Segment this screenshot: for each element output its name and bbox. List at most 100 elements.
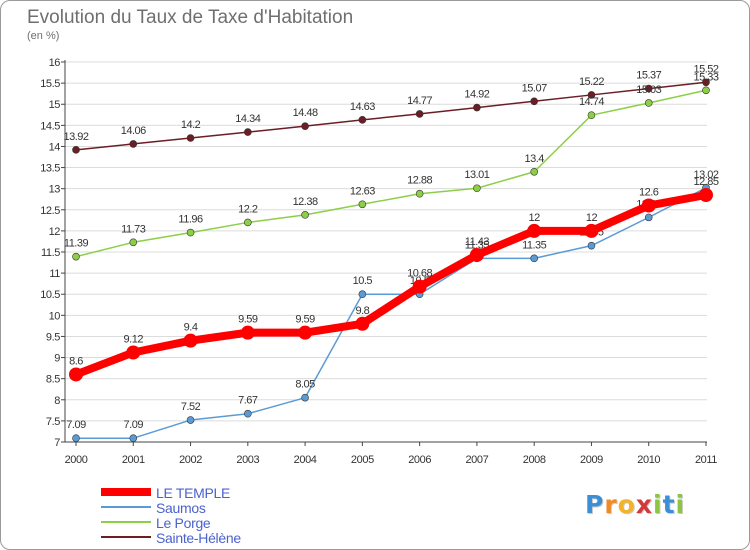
data-label: 9.59 — [295, 314, 315, 326]
data-label: 13.92 — [63, 131, 88, 143]
data-label: 12 — [529, 212, 541, 224]
data-point — [244, 128, 252, 136]
data-label: 13.02 — [693, 169, 718, 181]
series-line — [75, 81, 707, 151]
data-label: 7.67 — [238, 395, 258, 407]
x-tick-label: 2010 — [637, 454, 660, 466]
data-label: 14.74 — [579, 96, 604, 108]
data-point — [702, 86, 710, 95]
data-label: 11.96 — [178, 214, 203, 226]
legend-swatch — [101, 521, 151, 523]
data-point — [587, 91, 596, 99]
legend-swatch — [101, 488, 151, 496]
logo-letter: i — [675, 490, 686, 519]
data-point — [301, 211, 309, 219]
data-point — [641, 198, 656, 213]
x-tick-label: 2006 — [408, 454, 431, 466]
data-label: 12.6 — [639, 187, 659, 199]
data-point — [72, 434, 80, 443]
data-label: 15.37 — [636, 70, 661, 82]
proxiti-logo: Proxiti — [585, 490, 685, 519]
y-tick-label: 15 — [49, 99, 61, 111]
data-point — [527, 223, 542, 238]
data-label: 9.59 — [238, 314, 258, 326]
data-label: 11.39 — [64, 238, 89, 250]
series-le-porge: 11.39 11.73 11.96 12.2 12.38 12.63 12.88 13.01 1… — [64, 71, 719, 261]
x-tick-label: 2005 — [351, 454, 374, 466]
y-tick-label: 10.5 — [40, 289, 60, 301]
logo-letter: i — [653, 490, 663, 519]
x-tick-label: 2002 — [179, 454, 202, 466]
data-label: 14.63 — [350, 101, 375, 113]
data-point — [644, 213, 653, 222]
data-label: 12.63 — [350, 185, 375, 197]
logo-letter: P — [585, 490, 605, 519]
data-label: 7.09 — [66, 419, 86, 431]
legend-label: LE TEMPLE — [156, 485, 231, 501]
data-label: 13.01 — [464, 169, 489, 181]
series-sainte-h-l-ne: 13.92 14.06 14.2 14.34 14.48 14.63 14.77 14.92 1… — [63, 63, 719, 154]
data-label: 14.2 — [181, 119, 201, 131]
data-label: 15.52 — [693, 63, 718, 75]
data-point — [240, 325, 255, 340]
logo-letter: o — [617, 490, 636, 519]
data-label: 14.48 — [293, 107, 318, 119]
y-tick-label: 11 — [49, 268, 60, 280]
data-label: 8.6 — [69, 355, 83, 367]
data-point — [244, 409, 252, 418]
y-tick-label: 13 — [49, 184, 61, 196]
data-label: 14.06 — [121, 125, 146, 137]
data-point — [69, 367, 83, 382]
legend-swatch — [101, 536, 151, 538]
data-point — [355, 316, 370, 331]
data-label: 9.12 — [124, 333, 144, 345]
chart-title: Evolution du Taux de Taxe d'Habitation — [27, 7, 354, 28]
data-label: 11.35 — [522, 239, 547, 251]
legend-label: Sainte-Hélène — [156, 530, 241, 546]
logo-letter: x — [635, 490, 653, 519]
data-label: 14.92 — [464, 89, 489, 101]
data-point — [584, 223, 599, 238]
series-line — [75, 89, 707, 258]
y-tick-label: 12 — [49, 226, 61, 238]
data-label: 12 — [586, 212, 598, 224]
y-tick-label: 15.5 — [40, 78, 60, 90]
data-point — [298, 325, 313, 340]
y-tick-label: 12.5 — [40, 205, 60, 217]
data-point — [301, 122, 309, 130]
data-point — [469, 247, 484, 262]
data-point — [587, 111, 596, 119]
y-tick-label: 8.5 — [46, 374, 60, 386]
data-point — [644, 99, 653, 107]
y-tick-label: 7 — [54, 437, 60, 449]
data-point — [644, 84, 653, 93]
legend-label: Saumos — [156, 500, 206, 516]
y-tick-label: 11.5 — [41, 247, 60, 259]
x-tick-label: 2000 — [65, 454, 88, 466]
data-point — [186, 228, 195, 237]
y-tick-label: 9.5 — [46, 331, 60, 343]
data-point — [126, 345, 141, 360]
x-tick-label: 2011 — [695, 454, 717, 466]
x-tick-label: 2009 — [580, 454, 603, 466]
y-axis-ticks: 7 7.5 8 8.5 9 9.5 10 10.5 11 11.5 12 12.5 13 13.5 14 14… — [40, 57, 65, 449]
y-tick-label: 14.5 — [40, 120, 60, 132]
data-point — [72, 146, 80, 154]
chart-subtitle: (en %) — [27, 30, 60, 42]
y-tick-label: 16 — [49, 57, 61, 69]
legend-swatch — [101, 506, 151, 508]
y-tick-label: 8 — [54, 395, 60, 407]
x-axis-ticks: 2000 2001 2002 2003 2004 2005 2006 2007 2008 2009… — [65, 442, 718, 466]
data-point — [358, 116, 367, 124]
data-label: 15.07 — [522, 82, 547, 94]
y-tick-label: 10 — [49, 310, 61, 322]
x-tick-label: 2008 — [523, 454, 546, 466]
y-tick-label: 9 — [54, 353, 60, 365]
grid-lines — [65, 61, 707, 443]
data-label: 15.33 — [693, 71, 718, 83]
data-point — [129, 140, 138, 148]
data-label: 7.52 — [181, 401, 201, 413]
data-point — [530, 167, 538, 176]
data-label: 15.03 — [636, 84, 661, 96]
x-tick-label: 2001 — [122, 454, 145, 466]
